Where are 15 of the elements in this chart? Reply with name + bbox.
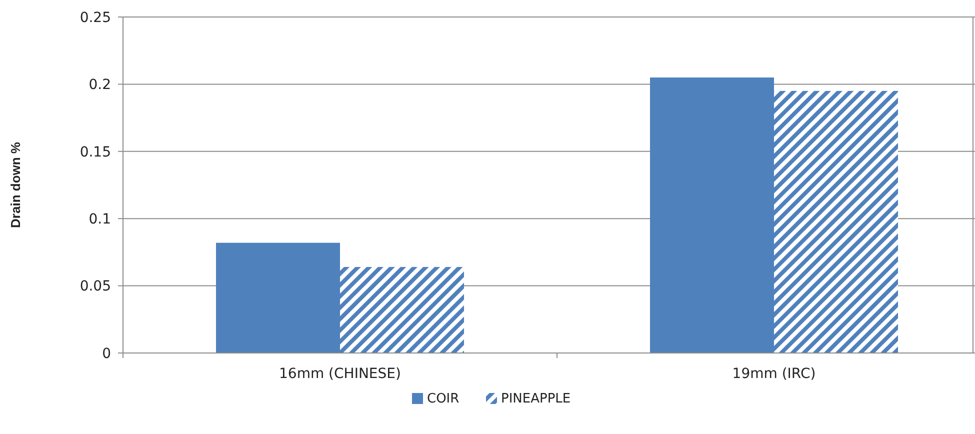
x-tick-label: 16mm (CHINESE) [279,366,401,382]
y-tick-label: 0.2 [88,77,111,94]
y-tick-label: 0.15 [80,144,111,160]
legend-label: PINEAPPLE [501,392,571,407]
bar [216,242,340,353]
y-tick-label: 0 [102,346,111,362]
x-tick-label: 19mm (IRC) [732,366,816,382]
bar [340,266,464,353]
y-axis-title: Drain down % [8,142,23,228]
y-tick-label: 0.1 [88,212,111,228]
y-tick-label: 0.05 [80,278,111,295]
legend-label: COIR [427,392,460,407]
y-tick-label: 0.25 [80,10,111,26]
bar [650,77,774,353]
bar [774,90,898,353]
